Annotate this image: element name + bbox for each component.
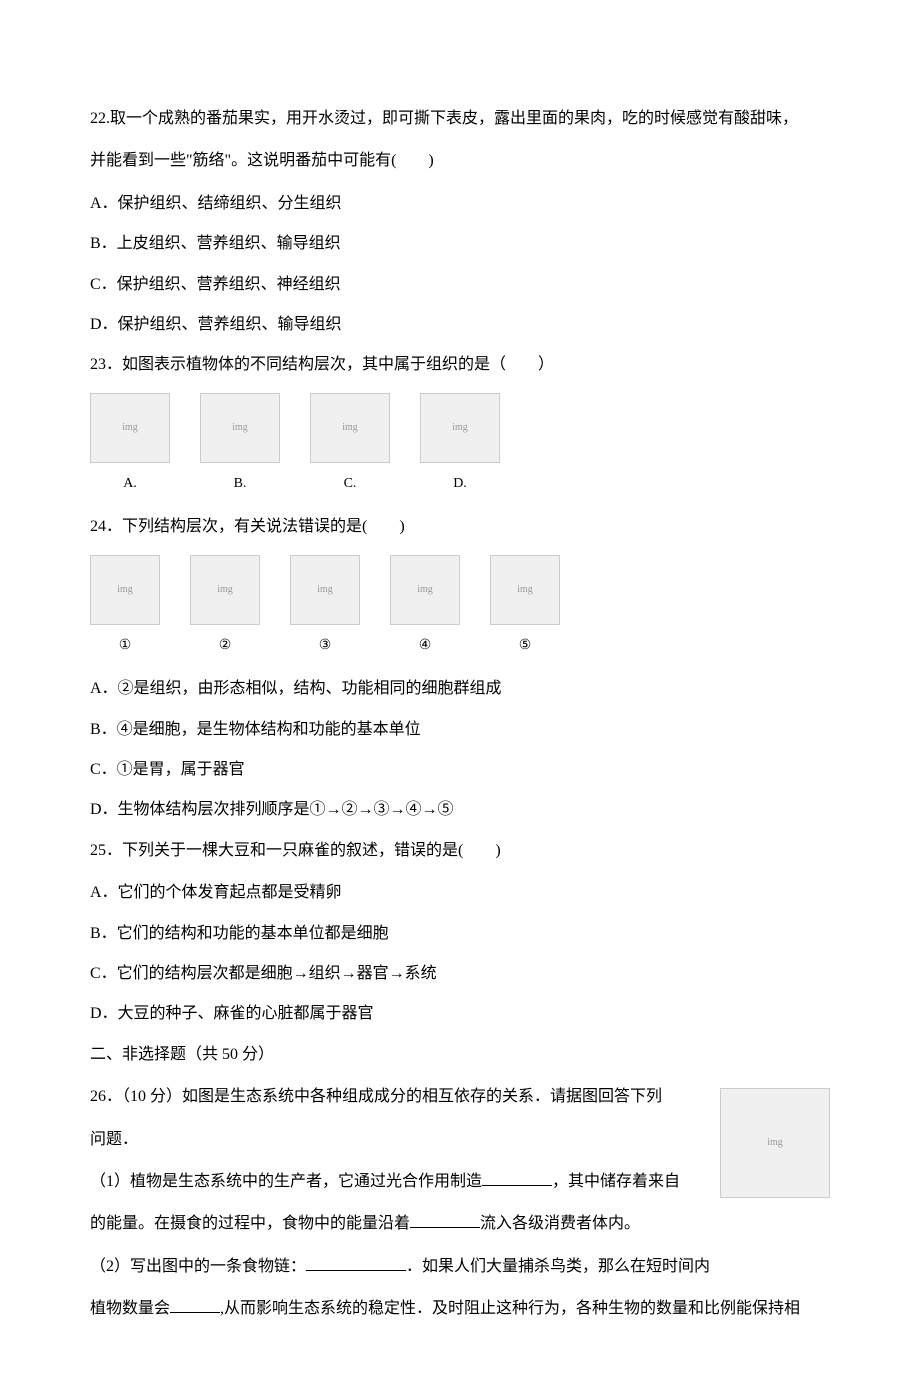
q26-p2d: ,从而影响生态系统的稳定性．及时阻止这种行为，各种生物的数量和比例能保持相 xyxy=(220,1300,800,1317)
blank-2 xyxy=(410,1227,480,1228)
q22-b-text: B．上皮组织、营养组织、输导组织 xyxy=(90,235,341,252)
q25-option-d: D．大豆的种子、麻雀的心脏都属于器官 xyxy=(90,995,830,1033)
blank-4 xyxy=(170,1312,220,1313)
q26-p2c: 植物数量会 xyxy=(90,1300,170,1317)
q24-a-text: A．②是组织，由形态相似，结构、功能相同的细胞群组成 xyxy=(90,680,502,697)
q25-option-b: B．它们的结构和功能的基本单位都是细胞 xyxy=(90,915,830,953)
q24-img-2-cell: img ② xyxy=(190,555,260,663)
q24-stem-text: 24．下列结构层次，有关说法错误的是( ) xyxy=(90,518,405,535)
plant-tissue-image: img xyxy=(420,393,500,463)
q24-option-a: A．②是组织，由形态相似，结构、功能相同的细胞群组成 xyxy=(90,670,830,708)
q24-option-c: C．①是胃，属于器官 xyxy=(90,751,830,789)
plant-tree-image: img xyxy=(90,393,170,463)
q23-label-a: A. xyxy=(123,467,137,501)
q22-option-c: C．保护组织、营养组织、神经组织 xyxy=(90,266,830,304)
q25-stem: 25．下列关于一棵大豆和一只麻雀的叙述，错误的是( ) xyxy=(90,832,830,870)
q24-image-row: img ① img ② img ③ img ④ img ⑤ xyxy=(90,555,830,663)
q26-p1-line1: （1）植物是生态系统中的生产者，它通过光合作用制造 ，其中储存着来自 xyxy=(90,1163,830,1201)
q26-stem2: 问题． xyxy=(90,1121,830,1159)
q25-d-text: D．大豆的种子、麻雀的心脏都属于器官 xyxy=(90,1005,374,1022)
q22-stem2: 并能看到一些"筋络"。这说明番茄中可能有( ) xyxy=(90,142,830,180)
q25-a-text: A．它们的个体发育起点都是受精卵 xyxy=(90,884,342,901)
q22-option-b: B．上皮组织、营养组织、输导组织 xyxy=(90,225,830,263)
q26-p2b: ．如果人们大量捕杀鸟类，那么在短时间内 xyxy=(406,1258,710,1275)
q23-img-c-cell: img C. xyxy=(310,393,390,501)
q24-b-text: B．④是细胞，是生物体结构和功能的基本单位 xyxy=(90,721,421,738)
q24-c-text: C．①是胃，属于器官 xyxy=(90,761,245,778)
q24-label-3: ③ xyxy=(319,629,332,663)
tissue-cells-image: img xyxy=(190,555,260,625)
blank-3 xyxy=(306,1270,406,1271)
q24-img-3-cell: img ③ xyxy=(290,555,360,663)
section2-title: 二、非选择题（共 50 分） xyxy=(90,1036,830,1074)
q22-option-a: A．保护组织、结缔组织、分生组织 xyxy=(90,185,830,223)
q26-p1c: 的能量。在摄食的过程中，食物中的能量沿着 xyxy=(90,1215,410,1232)
q24-label-4: ④ xyxy=(419,629,432,663)
blank-1 xyxy=(482,1185,552,1186)
q23-label-c: C. xyxy=(344,467,357,501)
q26-p2-line2: 植物数量会 ,从而影响生态系统的稳定性．及时阻止这种行为，各种生物的数量和比例能保… xyxy=(90,1290,830,1328)
q23-label-d: D. xyxy=(453,467,467,501)
q22-stem-text: 22.取一个成熟的番茄果实，用开水烫过，即可撕下表皮，露出里面的果肉，吃的时候感… xyxy=(90,110,798,127)
human-body-image: img xyxy=(290,555,360,625)
q26-stem2-text: 问题． xyxy=(90,1131,138,1148)
q24-option-d: D．生物体结构层次排列顺序是①→②→③→④→⑤ xyxy=(90,791,830,829)
q22-stem: 22.取一个成熟的番茄果实，用开水烫过，即可撕下表皮，露出里面的果肉，吃的时候感… xyxy=(90,100,830,138)
q24-label-5: ⑤ xyxy=(519,629,532,663)
q26-wrapper: img 26．（10 分）如图是生态系统中各种组成成分的相互依存的关系．请据图回… xyxy=(90,1078,830,1328)
q23-img-a-cell: img A. xyxy=(90,393,170,501)
q24-img-1-cell: img ① xyxy=(90,555,160,663)
q26-p1d: 流入各级消费者体内。 xyxy=(480,1215,640,1232)
q24-img-5-cell: img ⑤ xyxy=(490,555,560,663)
q23-img-b-cell: img B. xyxy=(200,393,280,501)
person-image: img xyxy=(490,555,560,625)
q23-img-d-cell: img D. xyxy=(420,393,500,501)
ecosystem-diagram-image: img xyxy=(720,1088,830,1198)
q26-stem1-text: 26．（10 分）如图是生态系统中各种组成成分的相互依存的关系．请据图回答下列 xyxy=(90,1088,662,1105)
section2-text: 二、非选择题（共 50 分） xyxy=(90,1046,274,1063)
q22-c-text: C．保护组织、营养组织、神经组织 xyxy=(90,276,341,293)
q26-p1-line2: 的能量。在摄食的过程中，食物中的能量沿着 流入各级消费者体内。 xyxy=(90,1205,830,1243)
q25-c-text: C．它们的结构层次都是细胞→组织→器官→系统 xyxy=(90,965,437,982)
q23-label-b: B. xyxy=(234,467,247,501)
q24-d-text: D．生物体结构层次排列顺序是①→②→③→④→⑤ xyxy=(90,801,454,818)
q26-p2-line1: （2）写出图中的一条食物链： ．如果人们大量捕杀鸟类，那么在短时间内 xyxy=(90,1248,830,1286)
single-cell-image: img xyxy=(390,555,460,625)
q25-option-c: C．它们的结构层次都是细胞→组织→器官→系统 xyxy=(90,955,830,993)
q23-stem-text: 23．如图表示植物体的不同结构层次，其中属于组织的是（ ） xyxy=(90,356,554,373)
q26-p2a: （2）写出图中的一条食物链： xyxy=(90,1258,306,1275)
q26-p1b: ，其中储存着来自 xyxy=(552,1173,680,1190)
q26-stem1: 26．（10 分）如图是生态系统中各种组成成分的相互依存的关系．请据图回答下列 xyxy=(90,1078,830,1116)
q24-stem: 24．下列结构层次，有关说法错误的是( ) xyxy=(90,508,830,546)
q26-p1a: （1）植物是生态系统中的生产者，它通过光合作用制造 xyxy=(90,1173,482,1190)
q23-image-row: img A. img B. img C. img D. xyxy=(90,393,830,501)
q23-stem: 23．如图表示植物体的不同结构层次，其中属于组织的是（ ） xyxy=(90,346,830,384)
plant-cell-image: img xyxy=(200,393,280,463)
q25-stem-text: 25．下列关于一棵大豆和一只麻雀的叙述，错误的是( ) xyxy=(90,842,501,859)
stomach-image: img xyxy=(90,555,160,625)
q24-option-b: B．④是细胞，是生物体结构和功能的基本单位 xyxy=(90,711,830,749)
q22-d-text: D．保护组织、营养组织、输导组织 xyxy=(90,316,342,333)
q24-label-1: ① xyxy=(119,629,132,663)
plant-leaf-image: img xyxy=(310,393,390,463)
q25-option-a: A．它们的个体发育起点都是受精卵 xyxy=(90,874,830,912)
q22-stem2-text: 并能看到一些"筋络"。这说明番茄中可能有( ) xyxy=(90,152,434,169)
q25-b-text: B．它们的结构和功能的基本单位都是细胞 xyxy=(90,925,389,942)
q24-img-4-cell: img ④ xyxy=(390,555,460,663)
q22-option-d: D．保护组织、营养组织、输导组织 xyxy=(90,306,830,344)
q22-a-text: A．保护组织、结缔组织、分生组织 xyxy=(90,195,342,212)
q24-label-2: ② xyxy=(219,629,232,663)
